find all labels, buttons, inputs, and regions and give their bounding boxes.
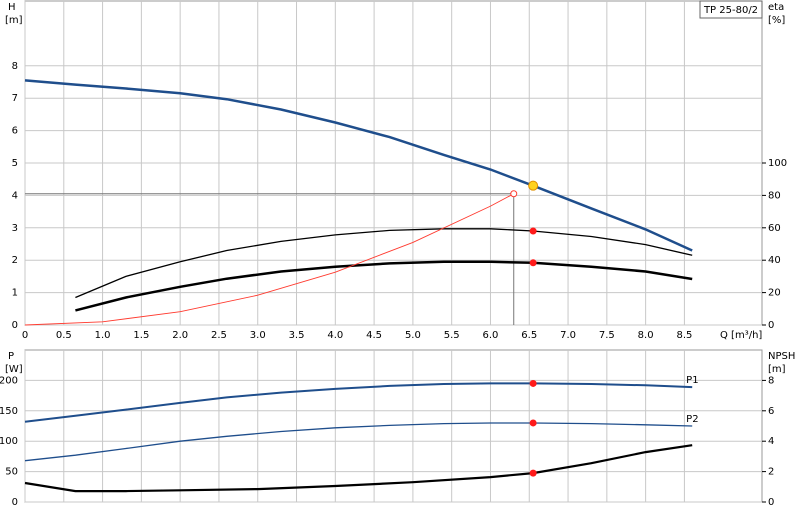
x-tick-label: 1.0 — [95, 330, 111, 341]
x-tick-label: 0.5 — [56, 330, 72, 341]
x-tick-label: 7.5 — [599, 330, 615, 341]
y2-tick-label: 80 — [768, 190, 781, 201]
x-tick-label: 5.5 — [444, 330, 460, 341]
curve — [24, 79, 693, 252]
y-tick-label: 1 — [12, 288, 18, 299]
y-tick-label: 2 — [12, 255, 18, 266]
curve — [24, 422, 693, 462]
y2-tick-label: 60 — [768, 223, 781, 234]
x-tick-label: 8.0 — [638, 330, 654, 341]
y2-tick-label: 2 — [768, 467, 774, 478]
y-axis-label: P — [8, 351, 14, 362]
y2-tick-label: 20 — [768, 288, 781, 299]
x-tick-label: 4.5 — [366, 330, 382, 341]
curve — [75, 260, 693, 312]
y-tick-label: 100 — [0, 436, 18, 447]
y-tick-label: 5 — [12, 158, 18, 169]
curve — [24, 444, 693, 493]
series-label: P2 — [686, 414, 698, 425]
title-box — [699, 0, 763, 19]
y-tick-label: 8 — [12, 61, 18, 72]
y2-axis-label: NPSH — [768, 351, 795, 362]
y-tick-label: 150 — [0, 406, 18, 417]
x-tick-label: 5.0 — [405, 330, 421, 341]
y-axis-label: H — [8, 2, 16, 13]
x-tick-label: 2.0 — [172, 330, 188, 341]
x-tick-label: 7.0 — [560, 330, 576, 341]
point-marker — [529, 379, 537, 387]
curve — [24, 382, 693, 423]
system-point — [510, 190, 518, 198]
y2-tick-label: 0 — [768, 497, 774, 508]
chart-title: TP 25-80/2 — [703, 5, 758, 16]
y-tick-label: 3 — [12, 223, 18, 234]
y-tick-label: 7 — [12, 93, 18, 104]
x-axis-label: Q [m³/h] — [720, 330, 762, 341]
x-tick-label: 1.5 — [133, 330, 149, 341]
y2-tick-label: 4 — [768, 436, 774, 447]
x-tick-label: 0 — [22, 330, 28, 341]
y-tick-label: 4 — [12, 190, 18, 201]
y-tick-label: 0 — [12, 497, 18, 508]
y-tick-label: 50 — [5, 467, 18, 478]
x-tick-label: 3.5 — [289, 330, 305, 341]
plot-area — [24, 349, 763, 503]
y2-tick-label: 8 — [768, 375, 774, 386]
y-tick-label: 200 — [0, 375, 18, 386]
point-marker — [529, 227, 537, 235]
curve — [75, 228, 693, 299]
y-tick-label: 6 — [12, 126, 18, 137]
curve — [24, 193, 514, 326]
y2-tick-label: 6 — [768, 406, 774, 417]
y2-tick-label: 0 — [768, 320, 774, 331]
point-marker — [529, 259, 537, 267]
y-axis-unit: [W] — [5, 364, 23, 375]
x-tick-label: 8.5 — [676, 330, 692, 341]
y-tick-label: 0 — [12, 320, 18, 331]
y2-axis-unit: [%] — [768, 15, 785, 26]
x-tick-label: 3.0 — [250, 330, 266, 341]
y2-tick-label: 40 — [768, 255, 781, 266]
point-marker — [529, 469, 537, 477]
x-tick-label: 6.5 — [521, 330, 537, 341]
y2-axis-label: eta — [768, 2, 784, 13]
y-axis-unit: [m] — [5, 15, 23, 26]
duty-point — [528, 180, 539, 191]
x-tick-label: 4.0 — [327, 330, 343, 341]
point-marker — [529, 419, 537, 427]
x-tick-label: 2.5 — [211, 330, 227, 341]
y2-tick-label: 100 — [768, 158, 787, 169]
series-label: P1 — [686, 375, 698, 386]
y2-axis-unit: [m] — [768, 364, 786, 375]
x-tick-label: 6.0 — [483, 330, 499, 341]
